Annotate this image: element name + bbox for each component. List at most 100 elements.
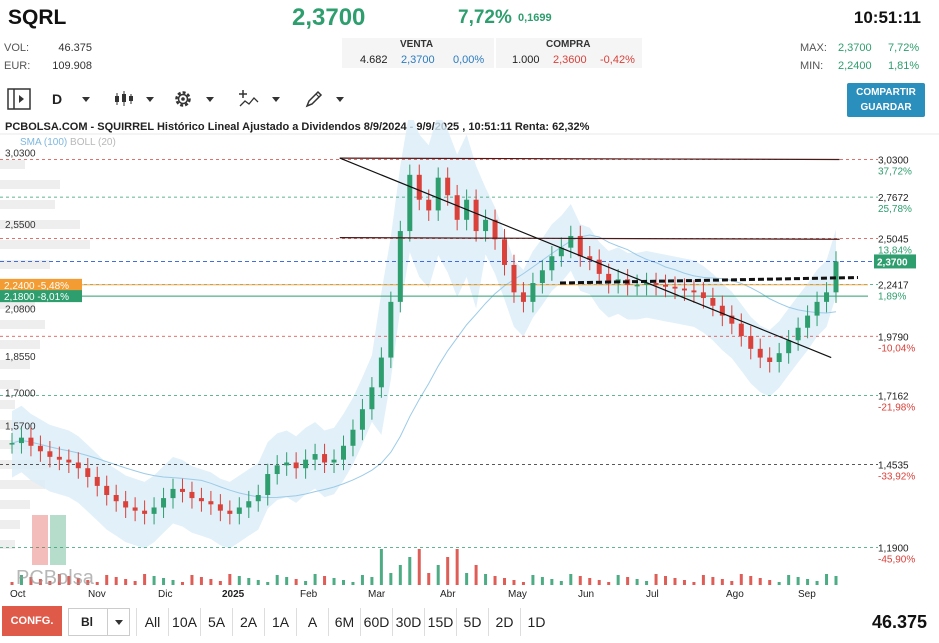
candle-body (9, 443, 15, 445)
volume-bar (550, 579, 554, 585)
range-button-60d[interactable]: 60D (360, 608, 392, 636)
eur-label: EUR: (4, 60, 31, 72)
range-button-a[interactable]: A (296, 608, 328, 636)
right-axis-price: 2,5045 (878, 235, 909, 246)
right-axis-price: 2,7672 (878, 193, 909, 204)
sidebar-toggle-button[interactable] (6, 87, 32, 111)
volume-bar (398, 565, 402, 585)
volume-bar (465, 573, 469, 585)
candle-body (549, 256, 555, 271)
volume-bar (294, 579, 298, 585)
chart-type-selector[interactable] (114, 87, 154, 111)
candle-body (596, 259, 602, 274)
range-button-6m[interactable]: 6M (328, 608, 360, 636)
bollinger-band (12, 120, 836, 549)
candle-body (492, 219, 498, 240)
volume-bar (370, 577, 374, 585)
volume-bar (673, 578, 677, 585)
candle-body (179, 488, 185, 492)
volume-bar (654, 574, 658, 585)
config-button[interactable]: CONFG. (2, 606, 62, 636)
x-axis-label: 2025 (222, 589, 245, 600)
candle-body (748, 336, 754, 349)
volume-bar (76, 578, 80, 585)
compra-box (496, 38, 642, 68)
pencil-icon (305, 90, 323, 108)
candle-body (691, 290, 697, 293)
volume-bar (768, 580, 772, 585)
volume-bar (105, 575, 109, 585)
volume-profile-bar (0, 260, 50, 269)
candle-body (672, 286, 678, 289)
right-axis-pct: 37,72% (878, 166, 912, 177)
min-label: MIN: (800, 60, 824, 72)
candle-body (426, 199, 432, 211)
range-button-15d[interactable]: 15D (424, 608, 456, 636)
change-absolute: 0,1699 (518, 12, 552, 24)
range-button-10a[interactable]: 10A (168, 608, 200, 636)
range-button-1d[interactable]: 1D (520, 608, 552, 636)
volume-bar (645, 581, 649, 585)
quote-time: 10:51:11 (853, 8, 921, 27)
volume-bar (180, 582, 184, 585)
compra-price: 2,3600 (553, 54, 587, 66)
chart-style-select[interactable]: Bl (68, 608, 130, 636)
settings-selector[interactable] (172, 87, 214, 111)
volume-bar (512, 580, 516, 585)
right-axis-pct: -21,98% (878, 402, 915, 413)
volume-bar (341, 580, 345, 585)
volume-bar (199, 577, 203, 585)
range-button-all[interactable]: All (136, 608, 168, 636)
volume-bar (10, 582, 14, 585)
last-price: 2,3700 (292, 4, 366, 31)
chart-style-label: Bl (81, 615, 93, 629)
x-axis-label: Oct (10, 589, 26, 600)
min-value: 2,2400 (838, 60, 872, 72)
share-save-button[interactable]: COMPARTIR GUARDAR (847, 83, 925, 117)
candle-body (454, 195, 460, 220)
x-axis-label: Nov (88, 589, 106, 600)
range-button-1a[interactable]: 1A (264, 608, 296, 636)
candle-body (293, 462, 299, 469)
candle-body (719, 305, 725, 316)
candle-body (795, 327, 801, 341)
support-dotted-line (559, 276, 859, 285)
range-button-5a[interactable]: 5A (200, 608, 232, 636)
volume-bar (218, 581, 222, 585)
volume-label: VOL: (4, 42, 30, 54)
panel-toggle-icon (7, 88, 31, 110)
compra-qty: 1.000 (512, 54, 540, 66)
candle-body (653, 283, 659, 285)
compra-pct: -0,42% (600, 54, 635, 66)
range-button-5d[interactable]: 5D (456, 608, 488, 636)
candlestick-icon (115, 91, 133, 106)
legend-boll: BOLL (20) (70, 137, 116, 148)
price-chart[interactable]: 3,030037,72%2,767225,78%2,504513,84%2,24… (0, 120, 939, 605)
volume-bar (635, 579, 639, 585)
volume-bar (616, 575, 620, 585)
chevron-down-icon (115, 620, 123, 625)
volume-profile-bar (0, 500, 30, 509)
volume-bar (531, 575, 535, 585)
volume-bar (162, 578, 166, 585)
period-selector[interactable]: D (52, 87, 91, 111)
range-button-2d[interactable]: 2D (488, 608, 520, 636)
right-axis-price: 2,2417 (878, 281, 909, 292)
candle-body (340, 445, 346, 460)
candle-body (520, 292, 526, 302)
volume-bar (389, 573, 393, 585)
candle-body (123, 501, 129, 508)
candle-body (445, 177, 451, 196)
left-axis-price: 3,0300 (5, 148, 36, 159)
chevron-down-icon (206, 96, 214, 102)
range-button-30d[interactable]: 30D (392, 608, 424, 636)
volume-bar (484, 574, 488, 585)
min-pct: 1,81% (888, 60, 920, 72)
indicators-selector[interactable] (238, 87, 280, 111)
candle-body (208, 501, 214, 505)
drawing-tools-selector[interactable] (304, 87, 344, 111)
range-button-2a[interactable]: 2A (232, 608, 264, 636)
candle-body (246, 501, 252, 508)
right-axis-pct: -10,04% (878, 343, 915, 354)
max-value: 2,3700 (838, 42, 872, 54)
